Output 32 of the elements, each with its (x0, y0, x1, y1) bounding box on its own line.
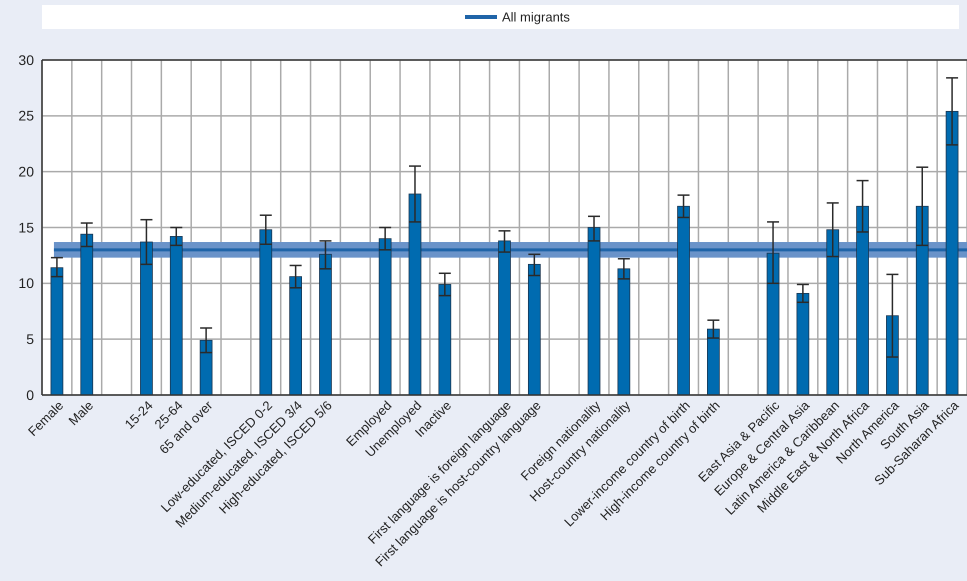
bar (677, 206, 690, 396)
bar (200, 340, 212, 396)
bar (826, 229, 840, 396)
bar (916, 206, 929, 396)
bar (289, 276, 302, 396)
bar (80, 234, 94, 396)
bar (856, 206, 869, 396)
legend-label: All migrants (502, 10, 570, 25)
bar (588, 227, 600, 396)
y-tick-label: 5 (26, 331, 34, 348)
bar (617, 268, 630, 396)
bar (319, 254, 332, 396)
y-tick-label: 0 (26, 386, 34, 403)
bar (886, 315, 899, 396)
bar (796, 292, 810, 396)
bar (528, 264, 541, 396)
y-tick-label: 20 (18, 164, 34, 180)
bar (946, 110, 958, 396)
bar (259, 229, 272, 396)
bar (498, 240, 511, 396)
bar (707, 328, 720, 396)
y-tick-label: 10 (18, 275, 34, 292)
y-tick-label: 25 (18, 108, 34, 124)
bar (378, 238, 392, 396)
y-tick-label: 15 (18, 219, 34, 236)
bar (140, 242, 153, 396)
bar (766, 252, 780, 396)
bar (408, 194, 422, 396)
y-tick-label: 30 (18, 52, 34, 68)
bar (438, 284, 452, 396)
bar (50, 267, 64, 396)
bar (170, 236, 183, 396)
